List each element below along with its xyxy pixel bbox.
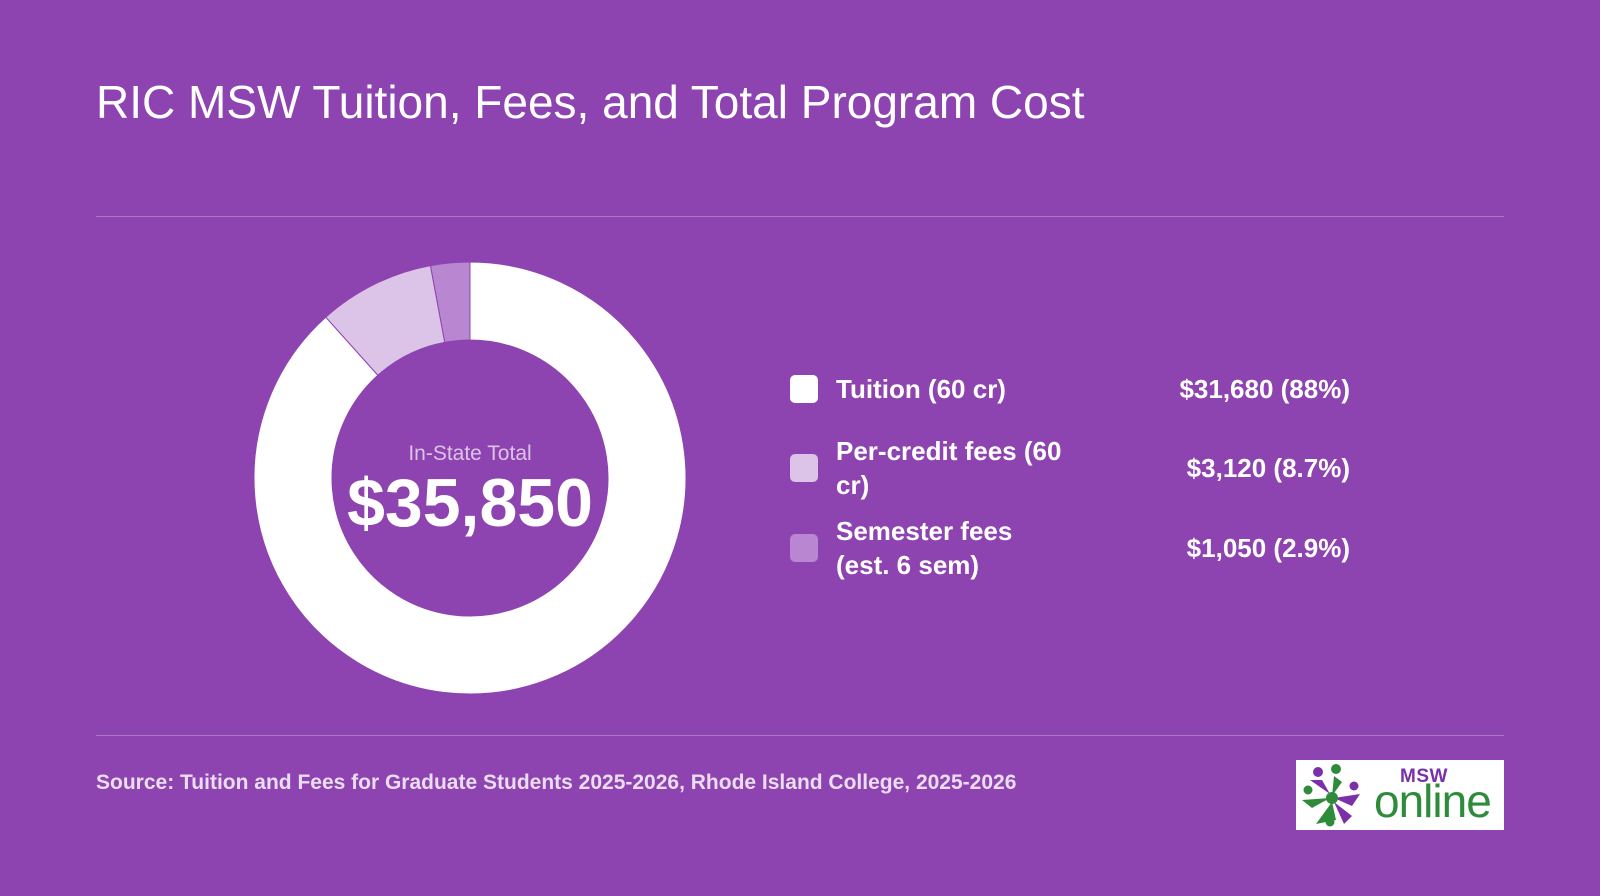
donut-slice-2 [429, 261, 471, 343]
legend-swatch-per-credit-fees [790, 454, 818, 482]
legend-swatch-semester-fees [790, 534, 818, 562]
legend-value-per-credit-fees: $3,120 (8.7%) [1186, 453, 1350, 483]
msw-online-logo[interactable]: MSW online [1296, 760, 1504, 830]
legend-item-tuition: Tuition (60 cr) $31,680 (88%) [790, 366, 1350, 446]
legend-item-per-credit-fees: Per-credit fees (60 cr) $3,120 (8.7%) [790, 436, 1350, 526]
logo-online-text: online [1374, 775, 1492, 827]
source-note: Source: Tuition and Fees for Graduate St… [96, 771, 1017, 794]
center-total-value: $35,850 [347, 465, 593, 541]
legend-value-tuition: $31,680 (88%) [1179, 374, 1350, 404]
legend-swatch-tuition [790, 375, 818, 403]
star-people-logo-icon [1302, 764, 1360, 827]
page-title: RIC MSW Tuition, Fees, and Total Program… [96, 76, 1085, 128]
legend-label-per-credit-fees: Per-credit fees (60 cr) [836, 436, 1062, 500]
legend-value-semester-fees: $1,050 (2.9%) [1186, 533, 1350, 563]
legend-label-tuition: Tuition (60 cr) [836, 374, 1006, 404]
top-divider [96, 216, 1504, 217]
legend-item-semester-fees: Semester fees (est. 6 sem) $1,050 (2.9%) [790, 516, 1350, 606]
donut-chart-svg: In-State Total $35,850 [253, 261, 687, 695]
donut-chart: In-State Total $35,850 [230, 238, 710, 718]
chart-legend: Tuition (60 cr) $31,680 (88%) Per-credit… [790, 366, 1350, 606]
donut-slice-0 [253, 261, 687, 695]
logo-msw-text: MSW [1400, 766, 1448, 787]
legend-label-semester-fees: Semester fees (est. 6 sem) [836, 516, 1013, 580]
center-label: In-State Total [408, 442, 531, 465]
bottom-divider [96, 735, 1504, 736]
